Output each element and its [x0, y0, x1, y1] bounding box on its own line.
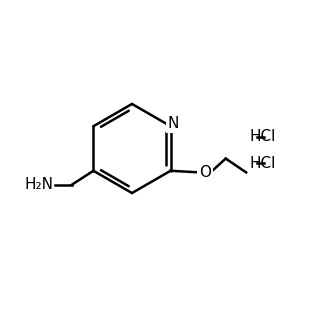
- Text: N: N: [168, 116, 179, 131]
- Text: O: O: [199, 165, 211, 180]
- Text: HCl: HCl: [249, 129, 276, 145]
- Text: H₂N: H₂N: [25, 177, 54, 192]
- Text: HCl: HCl: [249, 156, 276, 171]
